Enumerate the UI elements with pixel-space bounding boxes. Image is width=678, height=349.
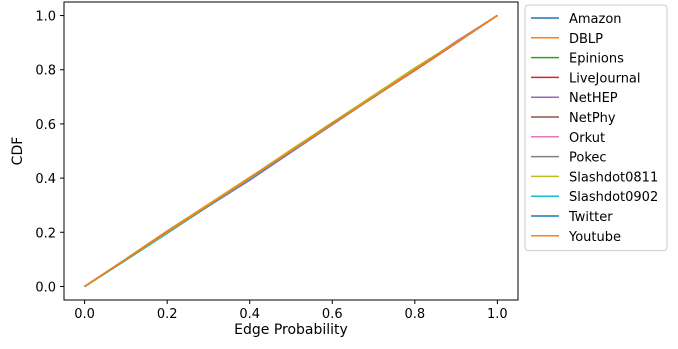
legend-label: LiveJournal bbox=[569, 71, 641, 86]
legend-label: NetPhy bbox=[569, 111, 616, 126]
y-tick-label: 1.0 bbox=[35, 10, 56, 25]
legend-label: Slashdot0811 bbox=[569, 170, 658, 185]
x-axis-ticks: 0.0 0.2 0.4 0.6 0.8 1.0 bbox=[74, 300, 508, 322]
legend-label: NetHEP bbox=[569, 91, 618, 106]
legend-box bbox=[524, 4, 668, 252]
legend-label: Youtube bbox=[568, 230, 621, 245]
legend-label: Twitter bbox=[568, 210, 613, 225]
y-tick-label: 0.4 bbox=[35, 172, 56, 187]
x-tick-label: 1.0 bbox=[487, 307, 508, 322]
legend-label: Epinions bbox=[569, 52, 624, 67]
y-axis-ticks: 0.0 0.2 0.4 0.6 0.8 1.0 bbox=[35, 10, 64, 295]
plot-frame bbox=[63, 1, 519, 301]
legend-label: Pokec bbox=[569, 151, 607, 166]
x-tick-label: 0.6 bbox=[322, 307, 343, 322]
x-tick-label: 0.0 bbox=[74, 307, 95, 322]
series-line-youtube bbox=[84, 14, 498, 288]
y-axis-label: CDF bbox=[10, 137, 26, 166]
y-tick-label: 0.0 bbox=[35, 280, 56, 295]
plot-lines bbox=[84, 14, 498, 288]
y-tick-label: 0.2 bbox=[35, 226, 56, 241]
legend-label: Amazon bbox=[569, 12, 622, 27]
x-tick-label: 0.8 bbox=[404, 307, 425, 322]
legend-label: DBLP bbox=[569, 32, 603, 47]
legend: Amazon DBLP Epinions LiveJournal NetHEP NetPh… bbox=[524, 4, 668, 252]
y-tick-label: 0.6 bbox=[35, 118, 56, 133]
legend-label: Slashdot0902 bbox=[569, 190, 658, 205]
x-axis-label: Edge Probability bbox=[234, 322, 348, 338]
y-tick-label: 0.8 bbox=[35, 64, 56, 79]
x-tick-label: 0.4 bbox=[239, 307, 260, 322]
x-tick-label: 0.2 bbox=[157, 307, 178, 322]
legend-label: Orkut bbox=[569, 131, 605, 146]
